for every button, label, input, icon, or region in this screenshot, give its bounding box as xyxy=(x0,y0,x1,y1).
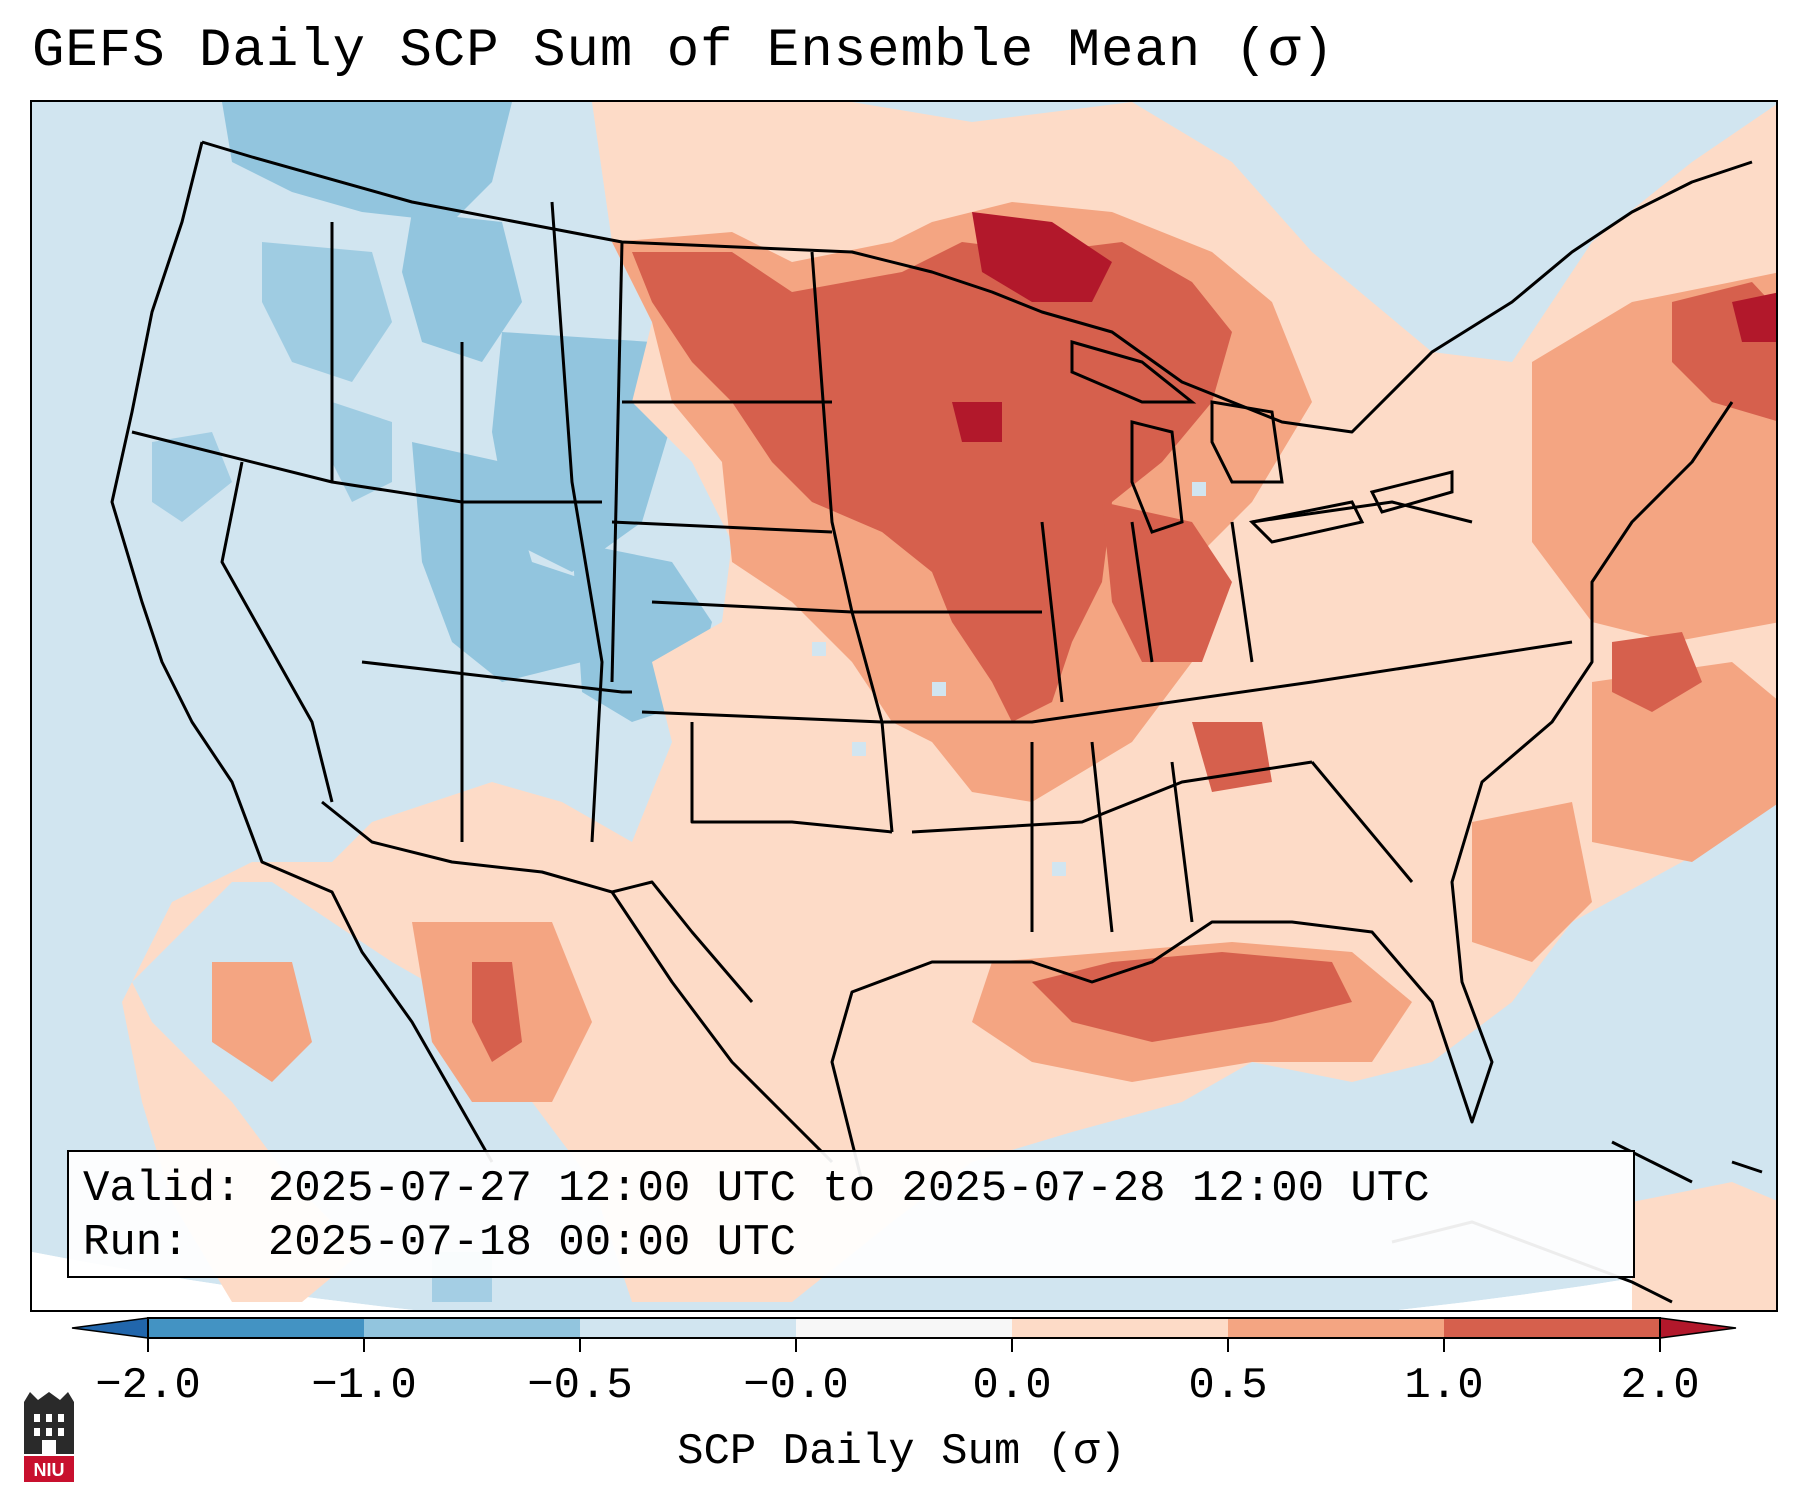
colorbar-extend-low xyxy=(71,1317,149,1339)
colorbar-label: SCP Daily Sum (σ) xyxy=(677,1427,1126,1477)
colorbar-segment xyxy=(1444,1318,1661,1338)
outside-domain-area xyxy=(32,1252,1776,1310)
colorbar-tick-label: 2.0 xyxy=(1620,1361,1700,1411)
run-label: Run: xyxy=(83,1218,189,1268)
anomaly-map xyxy=(32,102,1776,1310)
colorbar-segment xyxy=(1012,1318,1229,1338)
colorbar-tick-label: −0.5 xyxy=(527,1361,633,1411)
valid-time-range: 2025-07-27 12:00 UTC to 2025-07-28 12:00… xyxy=(267,1164,1430,1214)
map-panel xyxy=(30,100,1778,1312)
colorbar-segment xyxy=(1228,1318,1445,1338)
run-time: 2025-07-18 00:00 UTC xyxy=(267,1218,796,1268)
colorbar-tick-label: −1.0 xyxy=(311,1361,417,1411)
valid-run-info-box: Valid: 2025-07-27 12:00 UTC to 2025-07-2… xyxy=(67,1150,1635,1278)
colorbar-segment xyxy=(148,1318,365,1338)
colorbar xyxy=(71,1317,1737,1352)
colorbar-segment xyxy=(796,1318,1013,1338)
colorbar-tick-label: −2.0 xyxy=(95,1361,201,1411)
political-boundaries xyxy=(110,140,1753,1183)
colorbar-extend-high xyxy=(1659,1317,1737,1339)
colorbar-ticks xyxy=(147,1338,1661,1352)
niu-logo: NIU xyxy=(24,1392,74,1482)
colorbar-segments xyxy=(148,1318,1661,1338)
logo-text: NIU xyxy=(34,1460,65,1480)
great-lakes xyxy=(1070,340,1454,544)
chart-title: GEFS Daily SCP Sum of Ensemble Mean (σ) xyxy=(32,21,1335,82)
extreme-positive-anomaly-field xyxy=(952,212,1776,442)
negative-anomaly-field xyxy=(152,102,712,1302)
neutral-gaps xyxy=(812,482,1206,876)
colorbar-tick-label: 1.0 xyxy=(1404,1361,1484,1411)
colorbar-tick-label: −0.0 xyxy=(743,1361,849,1411)
valid-label: Valid: xyxy=(83,1164,242,1214)
colorbar-tick-label: 0.0 xyxy=(972,1361,1052,1411)
colorbar-tick-label: 0.5 xyxy=(1188,1361,1268,1411)
colorbar-segment xyxy=(580,1318,797,1338)
colorbar-segment xyxy=(364,1318,581,1338)
